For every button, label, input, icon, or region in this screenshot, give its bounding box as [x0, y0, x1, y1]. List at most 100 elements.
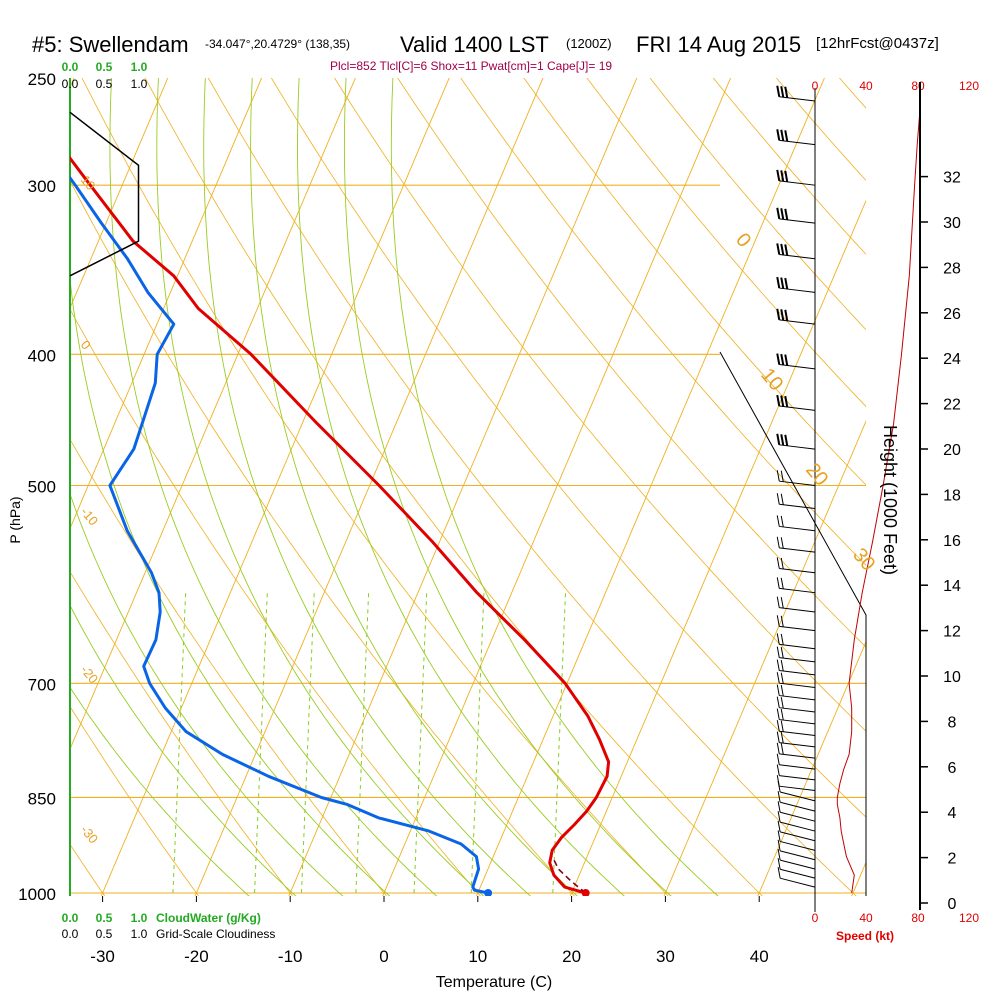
height-tick-label: 18 — [943, 487, 961, 504]
moist-adiabat — [70, 492, 344, 896]
dry-adiabat — [70, 571, 294, 896]
height-tick-label: 12 — [943, 624, 961, 641]
pressure-tick-label: 400 — [28, 346, 56, 365]
wind-barb — [776, 515, 816, 532]
wind-barb — [776, 169, 816, 186]
height-tick-label: 8 — [948, 714, 957, 731]
wind-barb — [776, 433, 816, 450]
wind-barb — [776, 129, 816, 146]
isotherm-label: 10 — [756, 364, 787, 395]
dry-adiabat — [70, 843, 106, 896]
mixing-ratio-line — [552, 592, 566, 894]
mixing-ratio-label: 12 — [538, 897, 558, 917]
wind-panel-frame — [719, 351, 867, 896]
wind-barb — [776, 646, 816, 663]
dry-adiabat — [586, 78, 866, 408]
wind-barb — [776, 742, 816, 759]
cloud-water-tick-bottom: 1.0 — [131, 911, 148, 925]
dry-adiabat — [523, 78, 866, 486]
cloud-water-tick-bottom: 0.5 — [96, 911, 113, 925]
moist-adiabat — [109, 78, 438, 896]
wind-barb — [776, 775, 816, 791]
pressure-tick-label: 300 — [28, 177, 56, 196]
wind-barb — [776, 659, 816, 676]
wind-speed-tick-bottom: 0 — [812, 911, 819, 925]
wind-barb — [776, 85, 816, 102]
wind-speed-tick-top: 80 — [911, 79, 925, 93]
temperature-surface-marker — [581, 889, 590, 896]
mixing-ratio-line — [254, 592, 268, 894]
mixing-ratio-label: 5 — [418, 904, 435, 918]
temperature-tick-label: 20 — [562, 947, 581, 966]
wind-speed-tick-bottom: 120 — [959, 911, 979, 925]
mixing-ratio-line — [301, 592, 315, 894]
isotherm-label: -20 — [78, 662, 102, 686]
height-tick-label: 0 — [948, 896, 957, 913]
wind-speed-axis-title: Speed (kt) — [836, 929, 894, 943]
valid-time: Valid 1400 LST — [400, 32, 549, 57]
height-tick-label: 6 — [948, 760, 957, 777]
height-tick-label: 24 — [943, 351, 961, 368]
cloudiness-tick-bottom: 0.0 — [62, 927, 79, 941]
dry-adiabat — [70, 179, 575, 896]
cloud-scale-labels: 0.0 0.0 0.5 0.5 1.0 1.0 0.0 0.0 0.5 0.5 1.0 1.0 — [62, 60, 148, 941]
wind-barb — [777, 867, 816, 888]
valid-zulu: (1200Z) — [566, 36, 612, 51]
wind-barb — [776, 720, 816, 737]
isotherm — [70, 78, 263, 530]
mixing-ratio-line — [413, 592, 428, 894]
temperature-profile — [70, 155, 611, 895]
temperature-tick-label: 0 — [379, 947, 388, 966]
dry-adiabat — [775, 78, 866, 182]
cloudiness-tick-top: 0.5 — [96, 77, 113, 91]
dry-adiabat — [397, 78, 866, 648]
wind-barb — [776, 394, 816, 411]
chart-header: #5: Swellendam -34.047°,20.4729° (138,35… — [32, 32, 939, 73]
mixing-ratio-line — [355, 592, 370, 894]
dewpoint-profile — [70, 175, 489, 895]
mixing-ratio-label: 3 — [352, 904, 369, 918]
wind-speed-tick-top: 120 — [959, 79, 979, 93]
indices-line: Plcl=852 Tlcl[C]=6 Shox=11 Pwat[cm]=1 Ca… — [330, 59, 612, 73]
height-tick-label: 26 — [943, 306, 961, 323]
cloud-water-tick-top: 0.5 — [96, 60, 113, 74]
temperature-tick-label: 10 — [468, 947, 487, 966]
wind-barb — [777, 858, 816, 879]
cloudiness-tick-top: 0.0 — [62, 77, 79, 91]
wind-speed-tick-bottom: 80 — [911, 911, 925, 925]
moist-adiabat — [343, 78, 672, 896]
wind-barb — [776, 731, 816, 748]
cloudiness-tick-bottom: 1.0 — [131, 927, 148, 941]
dry-adiabat — [70, 705, 200, 896]
wind-barb — [777, 820, 816, 842]
parcel-profile — [551, 856, 587, 894]
height-tick-label: 30 — [943, 215, 961, 232]
mixing-ratio-label: 2 — [302, 904, 319, 918]
wind-barb — [777, 849, 816, 870]
wind-barb — [776, 557, 816, 574]
dry-adiabat — [649, 78, 866, 331]
pressure-tick-label: 850 — [28, 789, 56, 808]
wind-barb — [776, 470, 816, 486]
forecast-label: [12hrFcst@0437z] — [816, 35, 939, 52]
wind-barb — [776, 672, 816, 688]
profiles — [70, 155, 611, 896]
height-tick-label: 22 — [943, 397, 961, 414]
isotherm — [100, 78, 450, 896]
height-tick-label: 16 — [943, 533, 961, 550]
isotherm — [663, 420, 866, 896]
mixing-ratio-line — [172, 592, 187, 894]
cloudiness-tick-bottom: 0.5 — [96, 927, 113, 941]
temperature-tick-label: -10 — [278, 947, 303, 966]
dry-adiabat — [334, 78, 866, 732]
wind-barb — [776, 536, 816, 553]
pressure-tick-label: 250 — [28, 70, 56, 89]
pressure-tick-label: 700 — [28, 675, 56, 694]
moist-adiabat — [70, 686, 250, 896]
wind-barb — [776, 353, 816, 370]
temperature-tick-label: -30 — [90, 947, 115, 966]
wind-barb — [776, 596, 816, 613]
isotherm-label: 30 — [848, 544, 879, 575]
